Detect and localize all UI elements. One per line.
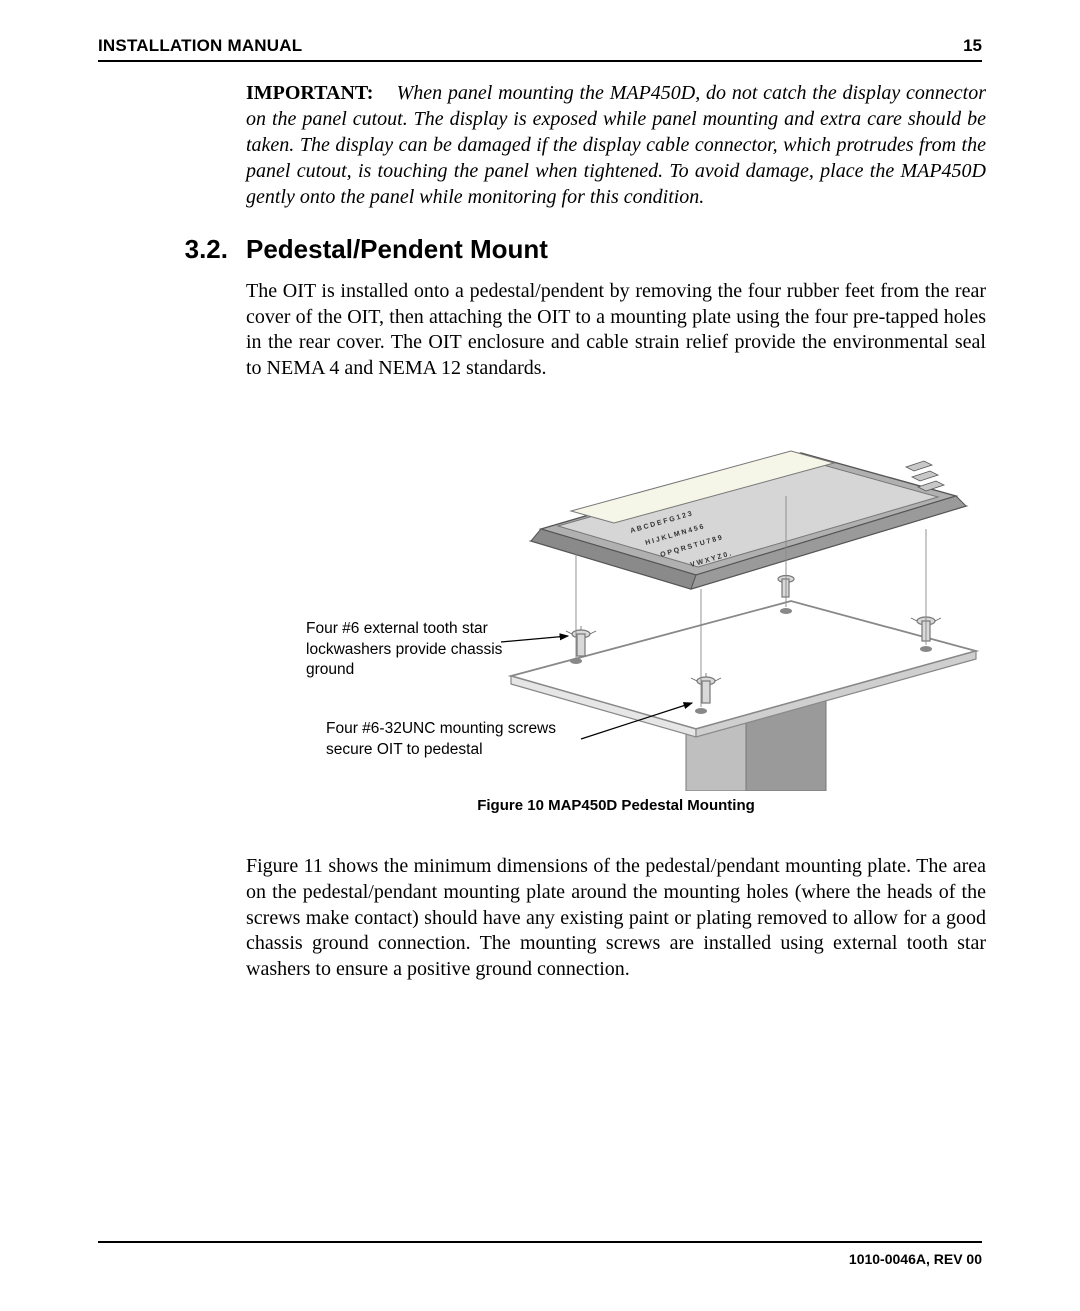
paragraph-2: Figure 11 shows the minimum dimensions o…: [246, 854, 986, 982]
figure-10: A B C D E F G 1 2 3 H I J K L M N 4 5 6 …: [246, 401, 986, 791]
page-header: INSTALLATION MANUAL 15: [98, 36, 982, 62]
footer-docid: 1010-0046A, REV 00: [849, 1251, 982, 1267]
section-title: Pedestal/Pendent Mount: [246, 234, 548, 265]
figure-callout-1: Four #6 external tooth star lockwashers …: [306, 619, 506, 679]
page: INSTALLATION MANUAL 15 IMPORTANT: When p…: [0, 0, 1080, 1311]
paragraph-1: The OIT is installed onto a pedestal/pen…: [246, 279, 986, 381]
header-page-number: 15: [963, 36, 982, 56]
section-heading: 3.2. Pedestal/Pendent Mount: [98, 234, 982, 265]
section-number: 3.2.: [98, 234, 246, 265]
important-label: IMPORTANT:: [246, 82, 373, 104]
body-column: IMPORTANT: When panel mounting the MAP45…: [246, 80, 986, 210]
footer-rule: [98, 1241, 982, 1243]
important-note: IMPORTANT: When panel mounting the MAP45…: [246, 80, 986, 210]
body-column-2: The OIT is installed onto a pedestal/pen…: [246, 279, 986, 982]
header-title: INSTALLATION MANUAL: [98, 36, 302, 56]
figure-caption: Figure 10 MAP450D Pedestal Mounting: [246, 797, 986, 814]
figure-callout-2: Four #6-32UNC mounting screws secure OIT…: [326, 719, 566, 759]
